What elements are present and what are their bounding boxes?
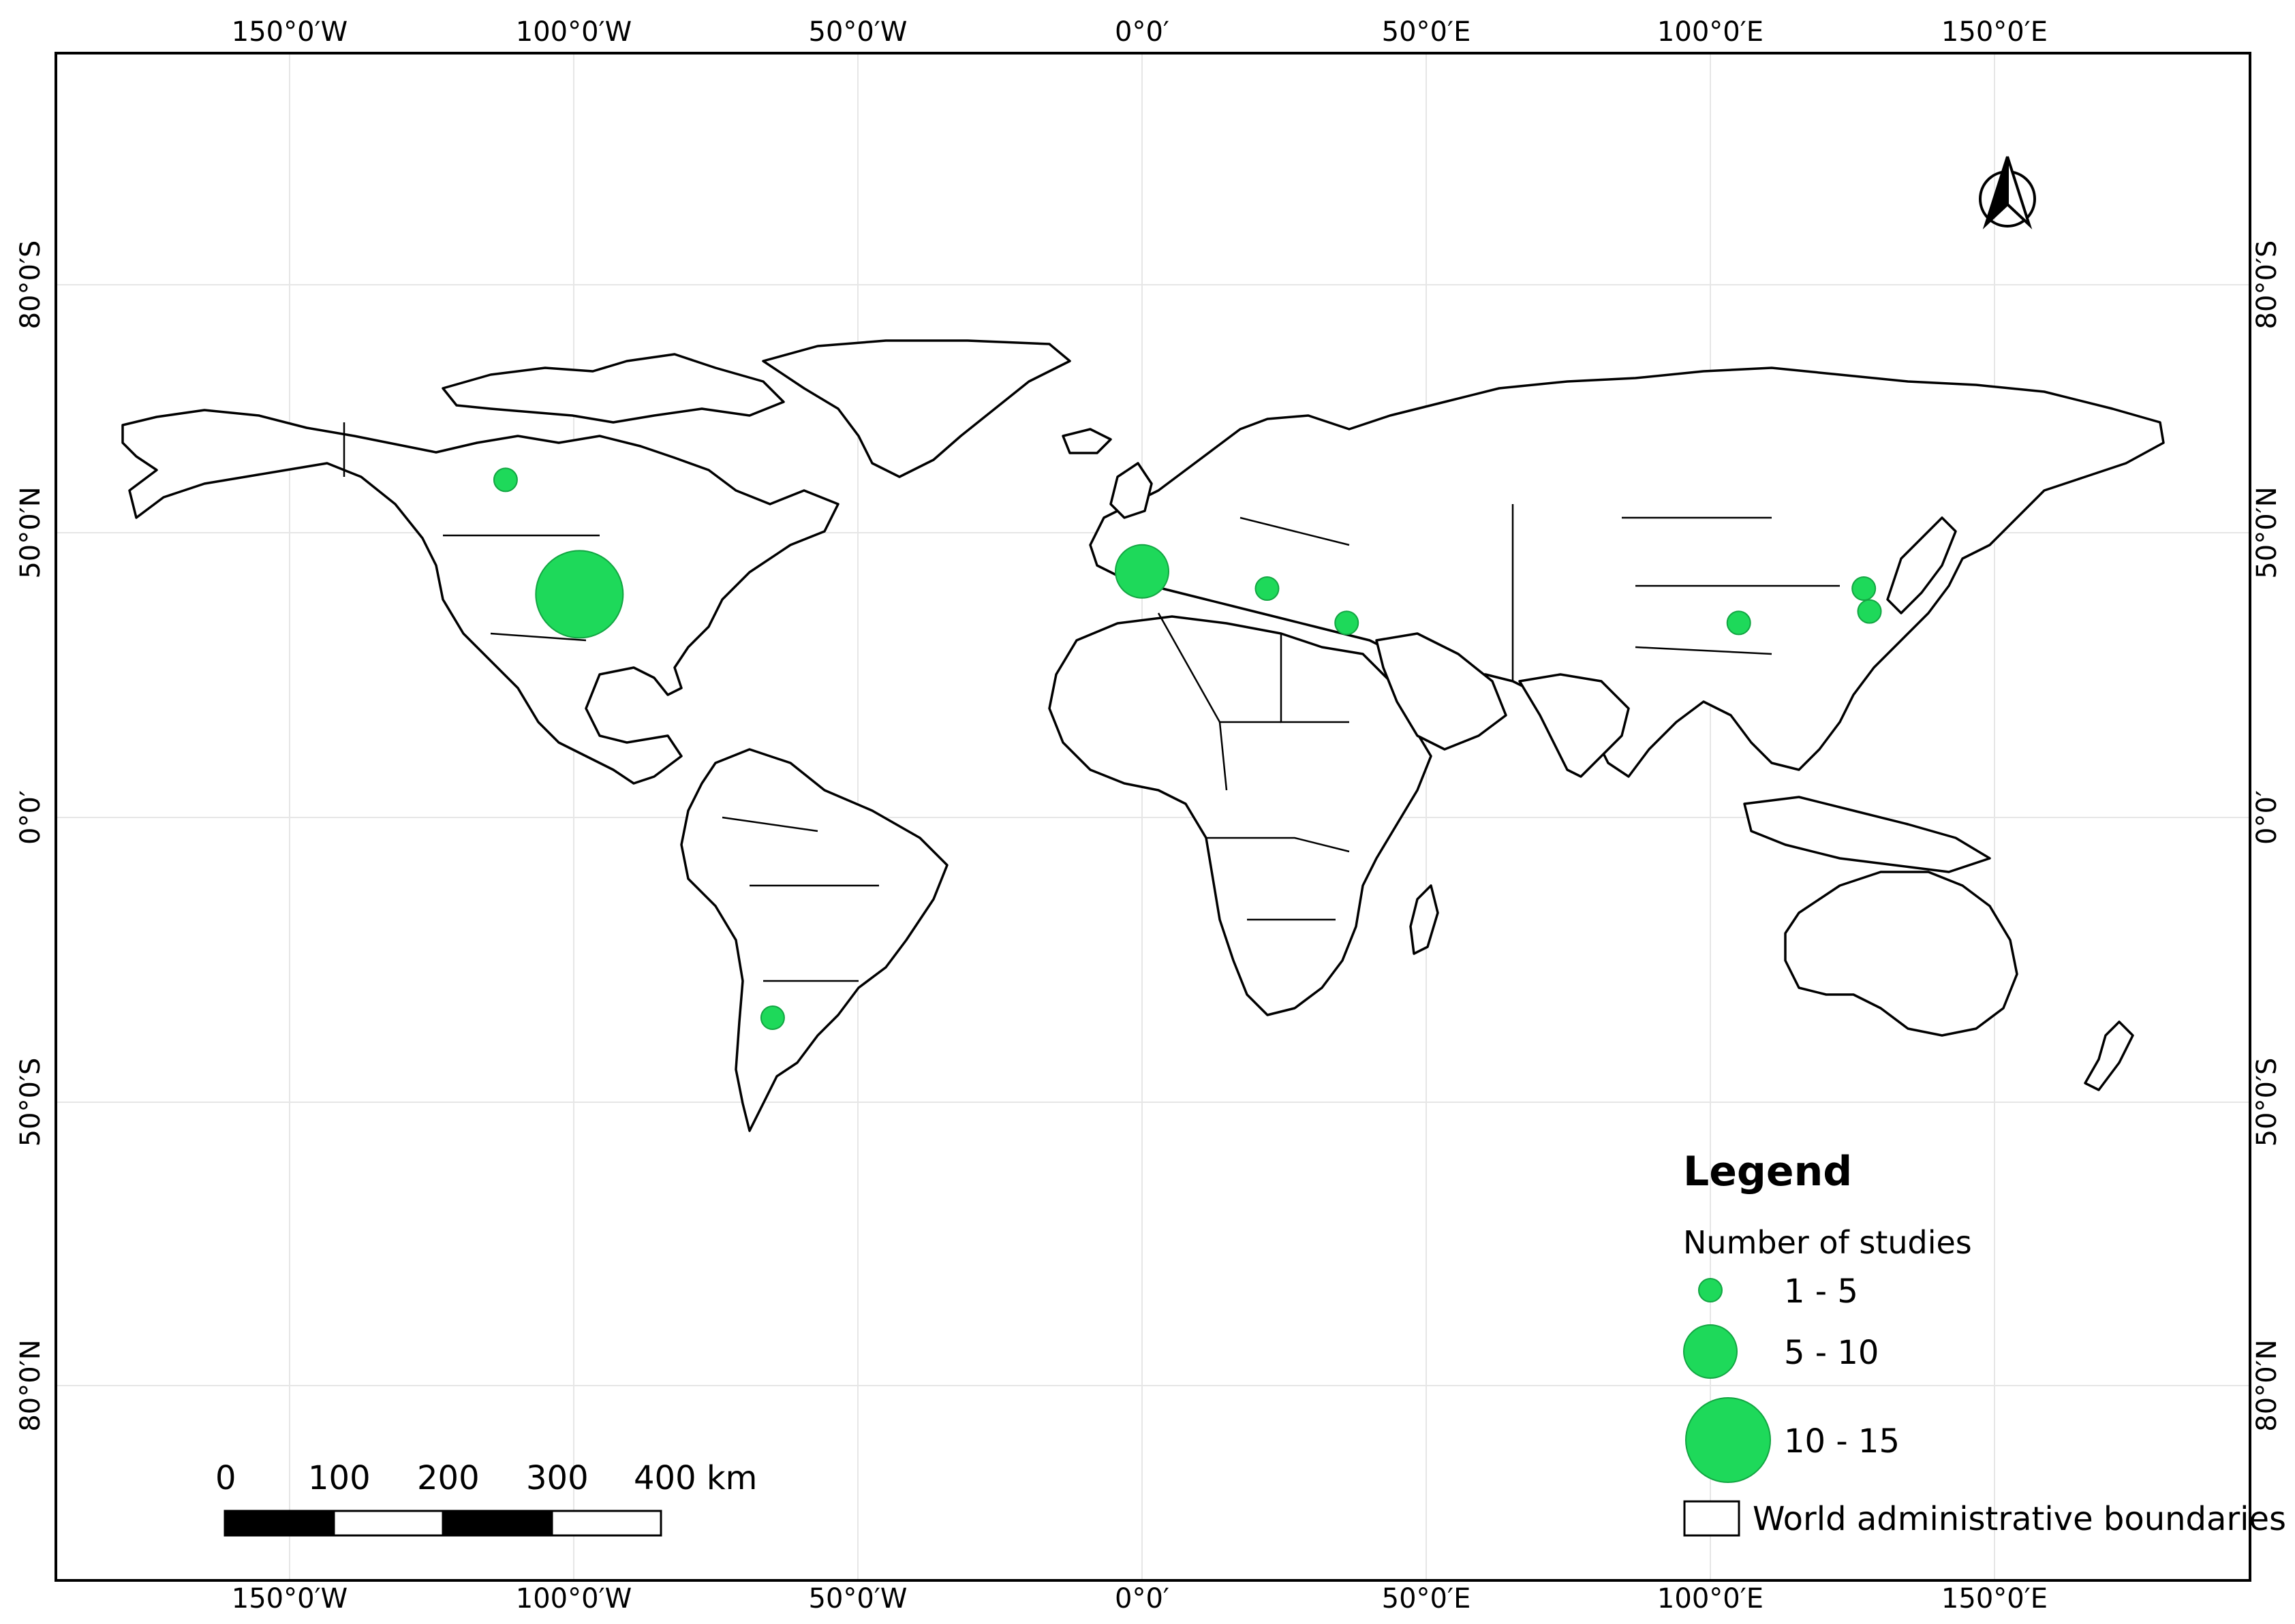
legend-symbol-small xyxy=(1698,1278,1723,1302)
bottom-tick-label: 100°0′E xyxy=(1657,1583,1763,1614)
study-site-marker xyxy=(1254,576,1280,601)
left-tick-label: 50°0′N xyxy=(15,486,46,578)
top-tick-label: 0°0′ xyxy=(1115,16,1169,48)
study-site-marker xyxy=(1851,576,1877,601)
legend-title: Legend xyxy=(1683,1148,1852,1196)
study-site-marker xyxy=(1857,599,1882,624)
landmass-british-isles xyxy=(1109,462,1153,519)
scale-label: 0 xyxy=(215,1459,236,1497)
right-tick-label: 50°0′N xyxy=(2251,486,2283,578)
right-tick-label: 80°0′S xyxy=(2251,240,2283,330)
study-site-markers xyxy=(493,467,1882,1030)
landmass-japan xyxy=(1886,516,1957,614)
legend-class-label: 10 - 15 xyxy=(1784,1422,1900,1461)
landmass-iceland xyxy=(1062,428,1112,454)
study-site-marker xyxy=(535,550,624,639)
bottom-tick-label: 150°0′E xyxy=(1941,1583,2048,1614)
landmass-north-america xyxy=(121,409,840,785)
top-tick-label: 50°0′E xyxy=(1382,16,1471,48)
top-tick-label: 150°0′W xyxy=(232,16,348,48)
landmass-southeast-asia-islands xyxy=(1743,796,1991,873)
landmass-arctic-islands xyxy=(442,353,785,424)
right-tick-label: 50°0′S xyxy=(2251,1058,2283,1147)
landmass-africa xyxy=(1048,615,1432,1016)
scale-label: 100 xyxy=(308,1459,371,1497)
landmass-madagascar xyxy=(1409,884,1439,955)
legend-boundary-swatch xyxy=(1683,1500,1740,1537)
scale-label: 200 xyxy=(417,1459,480,1497)
bottom-tick-label: 100°0′W xyxy=(516,1583,632,1614)
legend-class-label: 1 - 5 xyxy=(1784,1272,1858,1311)
left-tick-label: 80°0′N xyxy=(15,1339,46,1431)
legend-symbol-medium xyxy=(1683,1324,1738,1379)
country-borders xyxy=(343,422,1840,982)
top-tick-label: 150°0′E xyxy=(1941,16,2048,48)
scale-label: 400 km xyxy=(634,1459,757,1497)
study-site-marker xyxy=(1115,544,1169,599)
bottom-tick-label: 0°0′ xyxy=(1115,1583,1169,1614)
bottom-tick-labels: 150°0′W 100°0′W 50°0′W 0°0′ 50°0′E 100°0′E 150… xyxy=(232,1583,2048,1614)
top-tick-label: 50°0′W xyxy=(809,16,908,48)
scale-label: 300 xyxy=(526,1459,589,1497)
right-tick-label: 0°0′ xyxy=(2251,790,2283,845)
study-site-marker xyxy=(493,467,518,493)
landmass-new-zealand xyxy=(2084,1020,2134,1091)
left-tick-label: 80°0′S xyxy=(15,240,46,330)
world-administrative-boundaries xyxy=(121,339,2165,1132)
study-site-marker xyxy=(1726,610,1751,636)
legend-symbol-large xyxy=(1685,1397,1771,1483)
left-tick-label: 0°0′ xyxy=(15,790,46,845)
legend: Legend Number of studies 1 - 5 5 - 10 10… xyxy=(1683,1148,2286,1538)
legend-subtitle: Number of studies xyxy=(1683,1224,1972,1261)
top-tick-label: 100°0′E xyxy=(1657,16,1763,48)
landmass-eurasia xyxy=(1089,366,2165,778)
legend-boundary-label: World administrative boundaries xyxy=(1753,1500,2286,1538)
landmass-australia xyxy=(1784,871,2018,1037)
landmass-india xyxy=(1518,673,1630,778)
study-site-marker xyxy=(760,1005,785,1030)
top-tick-label: 100°0′W xyxy=(516,16,632,48)
scale-bar: 0 100 200 300 400 km xyxy=(215,1459,757,1537)
north-arrow-icon xyxy=(1979,156,2036,230)
left-tick-label: 50°0′S xyxy=(15,1058,46,1147)
bottom-tick-label: 150°0′W xyxy=(232,1583,348,1614)
landmass-arabia xyxy=(1375,632,1507,751)
bottom-tick-label: 50°0′E xyxy=(1382,1583,1471,1614)
landmass-south-america xyxy=(680,748,949,1132)
right-tick-labels: 80°0′S 50°0′N 0°0′ 50°0′S 80°0′N xyxy=(2251,240,2283,1432)
right-tick-label: 80°0′N xyxy=(2251,1339,2283,1431)
study-site-marker xyxy=(1334,610,1359,636)
landmass-greenland xyxy=(762,339,1071,478)
legend-class-label: 5 - 10 xyxy=(1784,1334,1879,1372)
bottom-tick-label: 50°0′W xyxy=(809,1583,908,1614)
top-tick-labels: 150°0′W 100°0′W 50°0′W 0°0′ 50°0′E 100°0′E 150… xyxy=(232,16,2048,48)
left-tick-labels: 80°0′S 50°0′N 0°0′ 50°0′S 80°0′N xyxy=(15,240,46,1432)
